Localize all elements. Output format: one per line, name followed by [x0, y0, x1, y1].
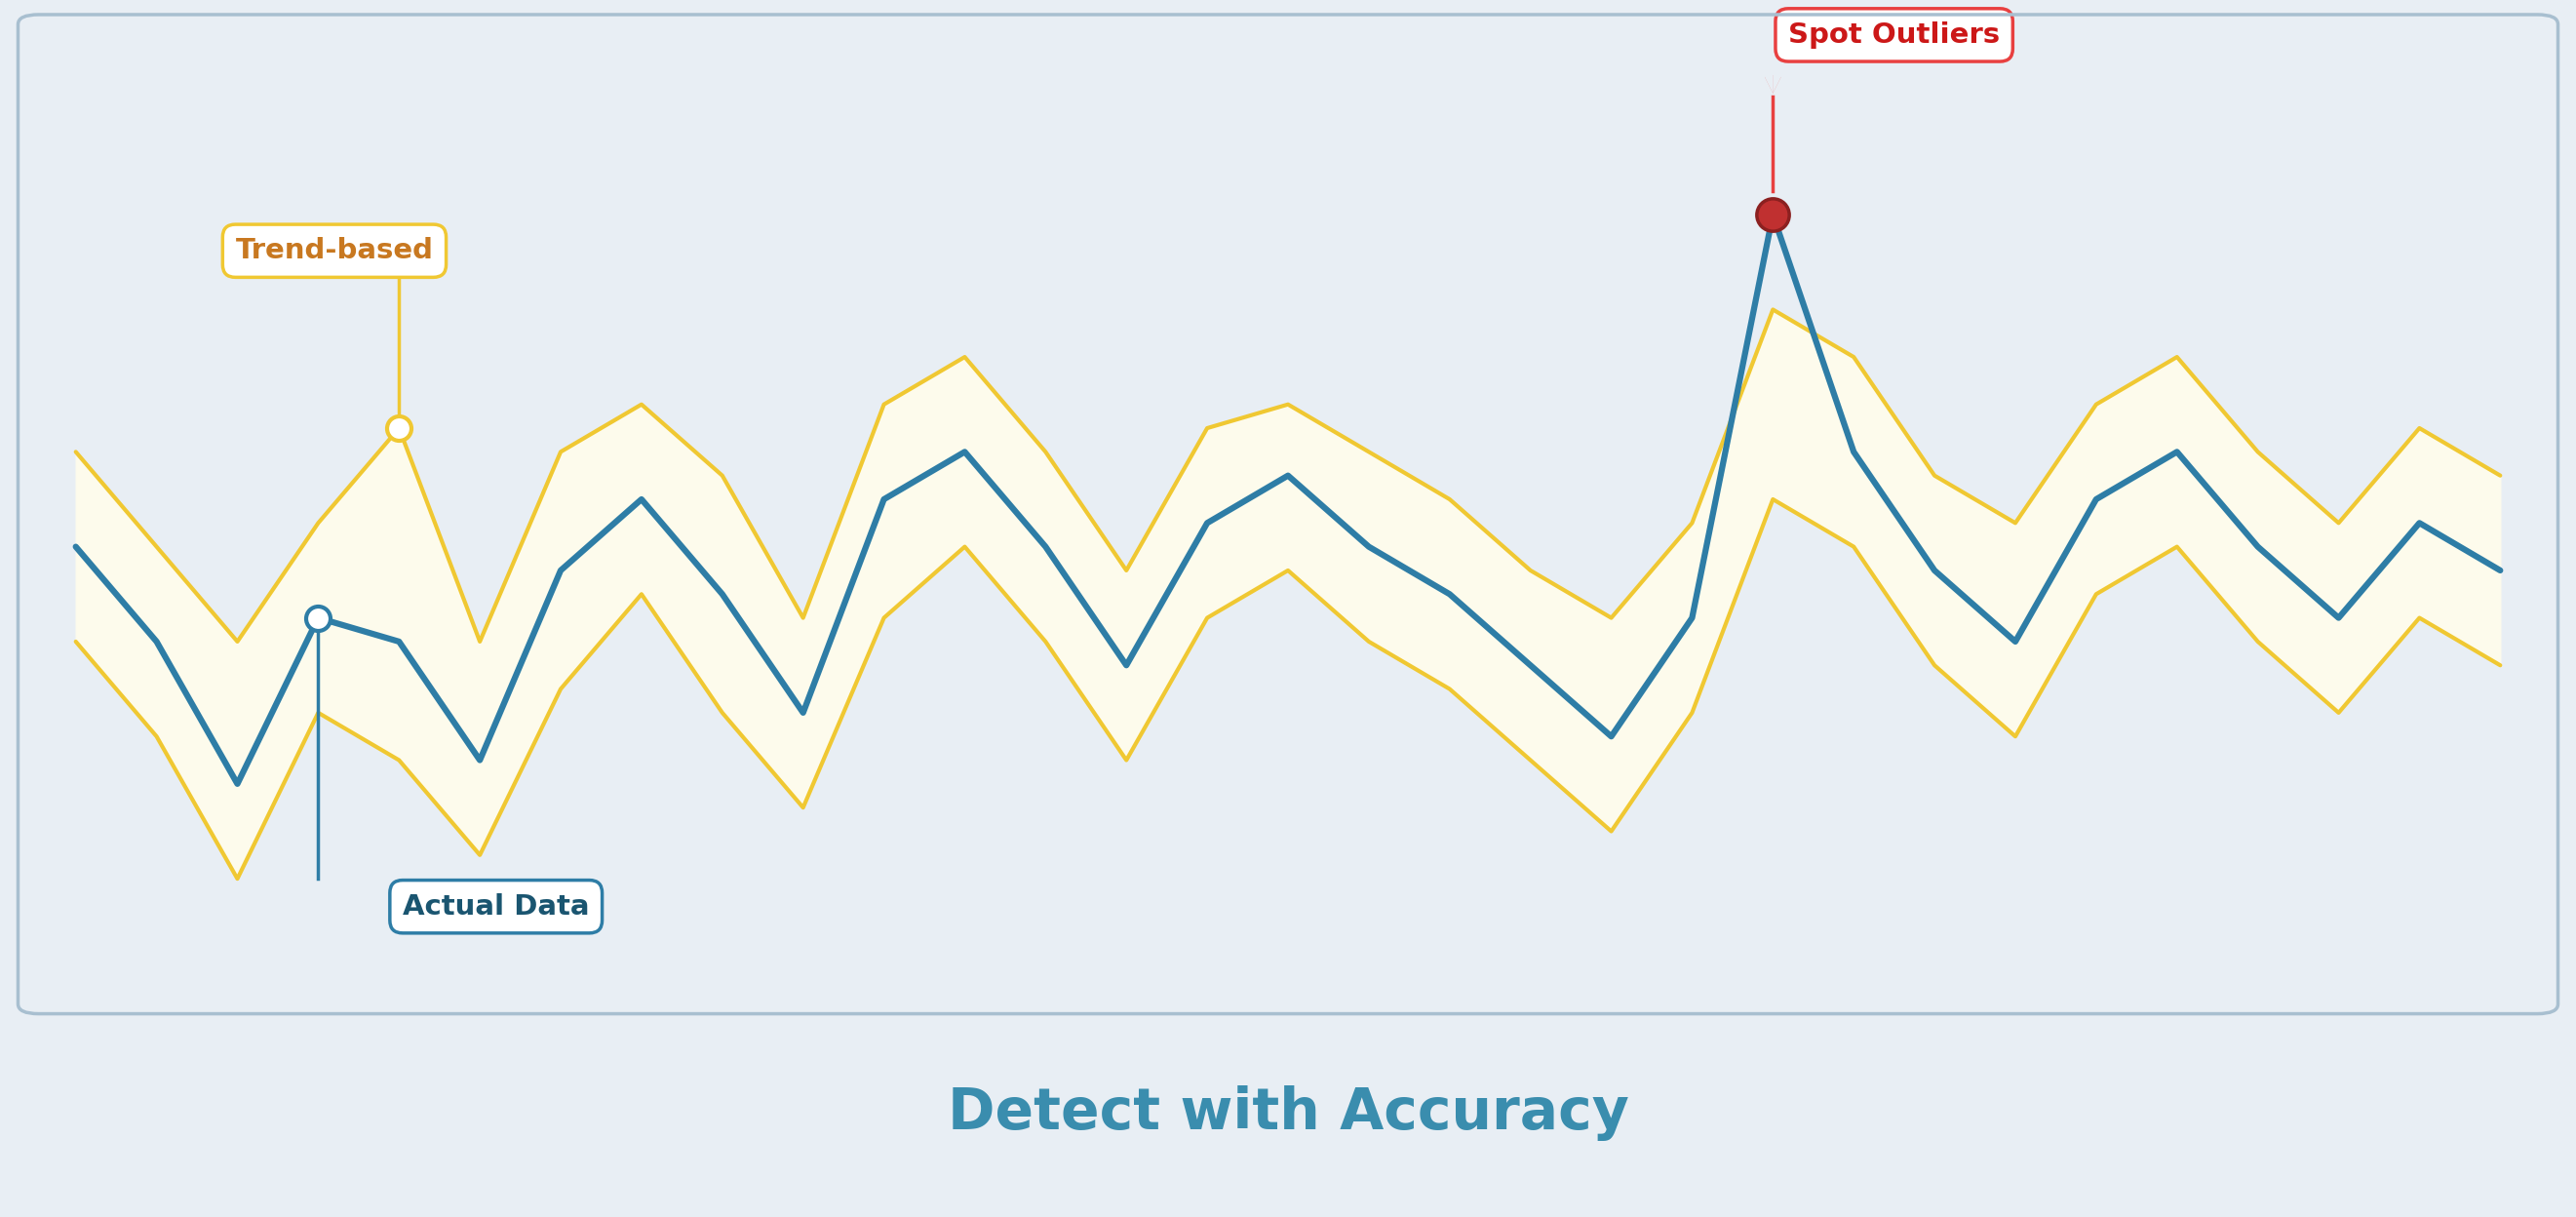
- Text: Actual Data: Actual Data: [402, 893, 590, 920]
- Text: Detect with Accuracy: Detect with Accuracy: [948, 1086, 1628, 1142]
- Text: Trend-based: Trend-based: [234, 237, 433, 264]
- Text: Spot Outliers: Spot Outliers: [1788, 22, 1999, 49]
